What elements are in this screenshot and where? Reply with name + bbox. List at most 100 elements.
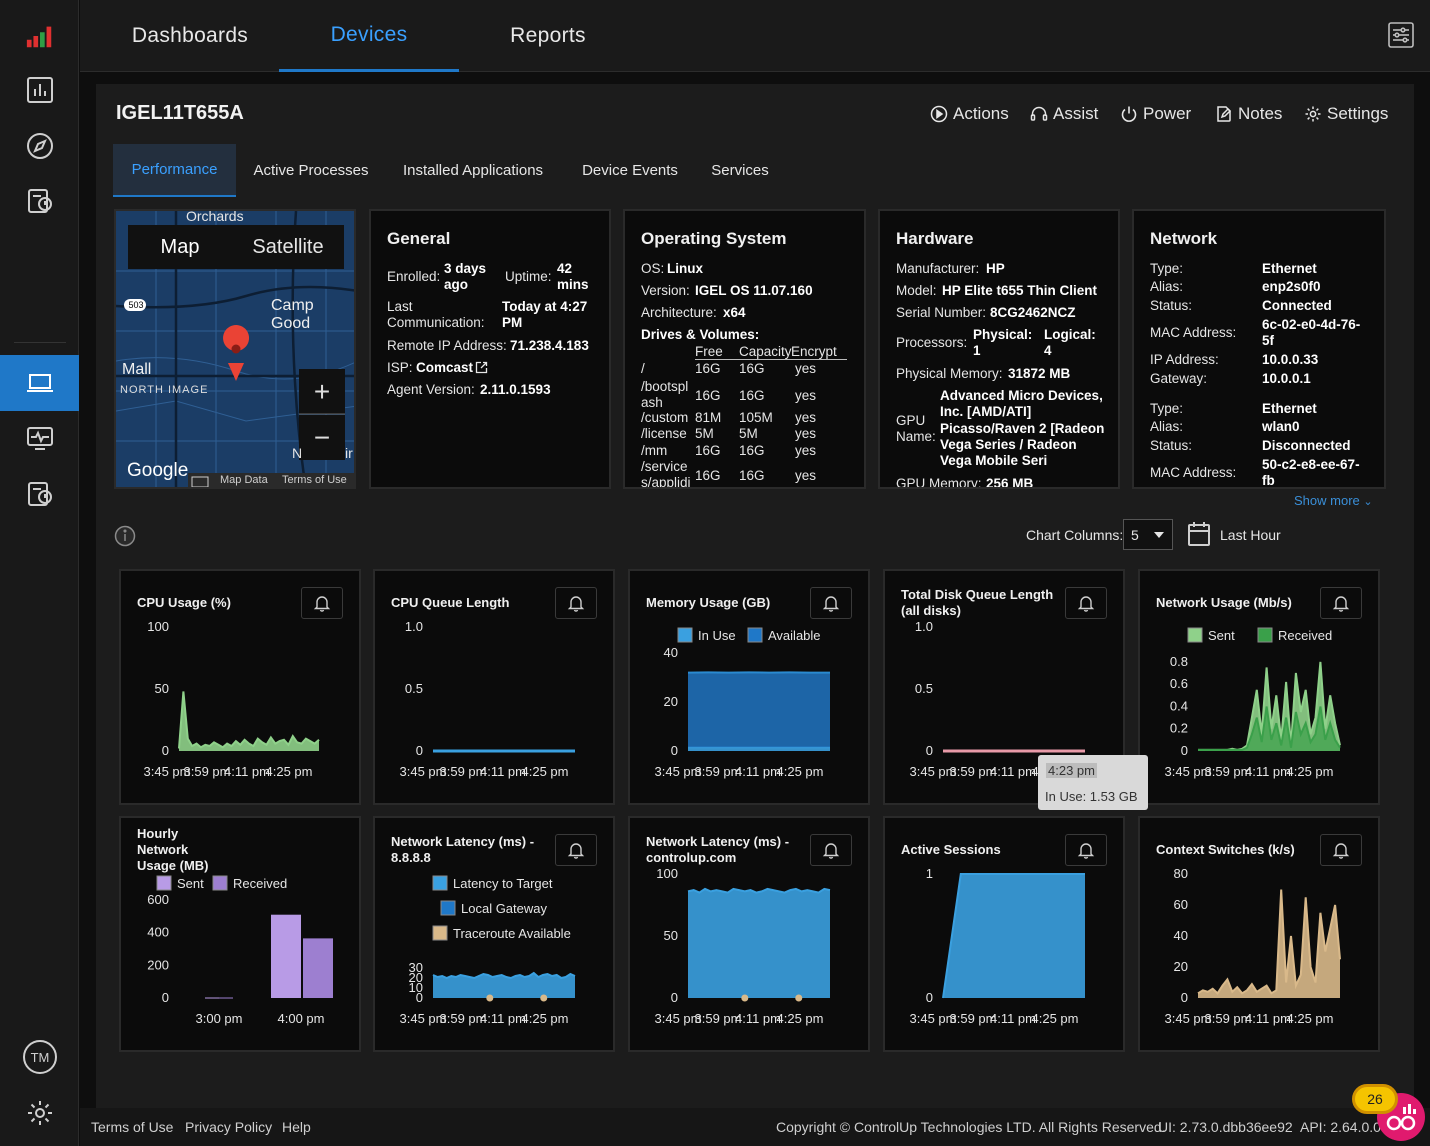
drive-encrypt: yes	[795, 443, 817, 458]
device-panel: IGEL11T655A Actions Assist Power Notes S…	[96, 84, 1414, 1108]
alert-bell-button[interactable]	[1065, 587, 1107, 619]
map-view-button[interactable]: Map	[160, 235, 200, 258]
legend-swatch	[156, 875, 172, 891]
lastcomm-label-1: Last	[387, 299, 413, 314]
scheduled-report-icon[interactable]	[0, 173, 79, 229]
x-tick-label: 3:45 pm	[400, 764, 447, 779]
drives-col-free: Free	[695, 344, 723, 359]
traceroute-marker[interactable]	[741, 994, 749, 1002]
nav-tab-reports[interactable]: Reports	[510, 24, 586, 47]
y-tick-label: 0.5	[915, 681, 933, 696]
show-more-link[interactable]: Show more ⌄	[1294, 493, 1373, 508]
time-range-label[interactable]: Last Hour	[1220, 527, 1281, 543]
chart-title: CPU Queue Length	[391, 595, 510, 610]
alert-bell-button[interactable]	[810, 587, 852, 619]
series-line[interactable]	[942, 873, 1085, 999]
os-value: Linux	[667, 261, 703, 276]
footer-help-link[interactable]: Help	[282, 1119, 311, 1135]
model-label: Model:	[896, 283, 937, 298]
alert-bell-button[interactable]	[810, 834, 852, 866]
drive-name: /license	[641, 426, 687, 441]
series-area	[179, 691, 319, 751]
power-button[interactable]: Power	[1120, 104, 1191, 124]
alert-bell-button[interactable]	[1320, 587, 1362, 619]
memory-label: Physical Memory:	[896, 366, 1003, 381]
legend-swatch	[432, 925, 448, 941]
bar-sent-0[interactable]	[205, 997, 219, 999]
x-tick-label: 3:59 pm	[1205, 1011, 1252, 1026]
zoom-out-button[interactable]: −	[313, 421, 331, 453]
settings-button[interactable]: Settings	[1304, 104, 1388, 124]
traceroute-marker[interactable]	[540, 994, 548, 1002]
nav-tab-devices[interactable]: Devices	[279, 0, 459, 72]
alert-bell-button[interactable]	[301, 587, 343, 619]
y-tick-label: 0	[1181, 743, 1188, 758]
monitor-pulse-icon[interactable]	[0, 410, 79, 466]
scheduled-report-icon-2[interactable]	[0, 466, 79, 522]
y-tick-label: 80	[1174, 866, 1188, 881]
traceroute-marker[interactable]	[795, 994, 803, 1002]
nav-tab-dashboards[interactable]: Dashboards	[131, 24, 249, 47]
y-tick-label: 1.0	[915, 619, 933, 634]
alert-bell-button[interactable]	[1065, 834, 1107, 866]
footer-privacy-link[interactable]: Privacy Policy	[185, 1119, 273, 1135]
tab-services[interactable]: Services	[711, 162, 769, 179]
power-label: Power	[1143, 104, 1192, 123]
series-line[interactable]	[432, 971, 576, 980]
network-title: Network	[1150, 229, 1218, 248]
assist-button[interactable]: Assist	[1030, 104, 1098, 124]
y-tick-label: 40	[1174, 928, 1188, 943]
chart-tile-netu: Network Usage (Mb/s) Sent Received 0.8 0.6 0.…	[1138, 569, 1380, 805]
traceroute-marker[interactable]	[486, 994, 494, 1002]
trademark-icon[interactable]: TM	[0, 1029, 79, 1085]
google-logo: Google	[127, 460, 189, 481]
x-tick-label: 3:45 pm	[1165, 764, 1212, 779]
gear-icon[interactable]	[0, 1085, 79, 1141]
tab-active-processes[interactable]: Active Processes	[253, 162, 369, 179]
series-line[interactable]	[1197, 889, 1341, 995]
y-tick-label: 400	[147, 925, 169, 940]
external-link-icon[interactable]	[475, 361, 488, 374]
chart-tooltip: 4:23 pm In Use: 1.53 GB	[1038, 755, 1148, 810]
notification-count-badge[interactable]: 26	[1352, 1084, 1398, 1114]
map-data-link[interactable]: Map Data	[220, 474, 268, 486]
legend-label: Latency to Target	[453, 876, 553, 891]
layout-settings-icon[interactable]	[1388, 22, 1414, 48]
legend-label: Local Gateway	[461, 901, 547, 916]
zoom-in-button[interactable]: +	[313, 375, 331, 407]
chart-columns-select[interactable]: 5	[1123, 519, 1173, 550]
legend-label: Traceroute Available	[453, 926, 571, 941]
location-map[interactable]: Map Satellite Orchards Camp Good Mall NO…	[114, 209, 356, 489]
alert-bell-button[interactable]	[555, 587, 597, 619]
calendar-icon[interactable]	[1187, 521, 1211, 547]
y-tick-label: 0	[671, 743, 678, 758]
controlup-logo-icon[interactable]	[0, 8, 79, 64]
drives-label: Drives & Volumes:	[641, 327, 760, 342]
satellite-view-button[interactable]: Satellite	[252, 235, 324, 258]
footer-terms-link[interactable]: Terms of Use	[91, 1119, 174, 1135]
map-terms-link[interactable]: Terms of Use	[282, 474, 347, 486]
devices-icon[interactable]	[0, 355, 79, 411]
info-icon[interactable]	[114, 525, 136, 547]
series-line[interactable]	[687, 887, 831, 894]
chart-title: Total Disk Queue Length (all disks)	[901, 587, 1054, 618]
bar-sent-1[interactable]	[271, 914, 301, 998]
series-line[interactable]	[178, 691, 320, 749]
tab-device-events[interactable]: Device Events	[582, 162, 678, 179]
bar-received-1[interactable]	[303, 938, 333, 998]
analytics-icon[interactable]	[0, 62, 79, 118]
tooltip-value: In Use: 1.53 GB	[1045, 789, 1138, 804]
compass-icon[interactable]	[0, 118, 79, 174]
chart-plot: 1.0 0.5 0 3:45 pm3:59 pm4:11 pm4:25 pm	[400, 619, 575, 779]
actions-button[interactable]: Actions	[930, 104, 1009, 124]
alert-bell-button[interactable]	[1320, 834, 1362, 866]
alert-bell-button[interactable]	[555, 834, 597, 866]
chart-plot: Latency to Target Local Gateway Traceroute…	[400, 875, 576, 1026]
notes-button[interactable]: Notes	[1215, 104, 1282, 124]
tab-installed-applications[interactable]: Installed Applications	[402, 162, 544, 179]
series-line[interactable]	[1198, 706, 1341, 751]
tab-performance[interactable]: Performance	[113, 144, 236, 197]
net1-type-value: Ethernet	[1262, 261, 1317, 276]
bar-received-0[interactable]	[219, 997, 233, 999]
x-tick-label: 3:45 pm	[655, 764, 702, 779]
